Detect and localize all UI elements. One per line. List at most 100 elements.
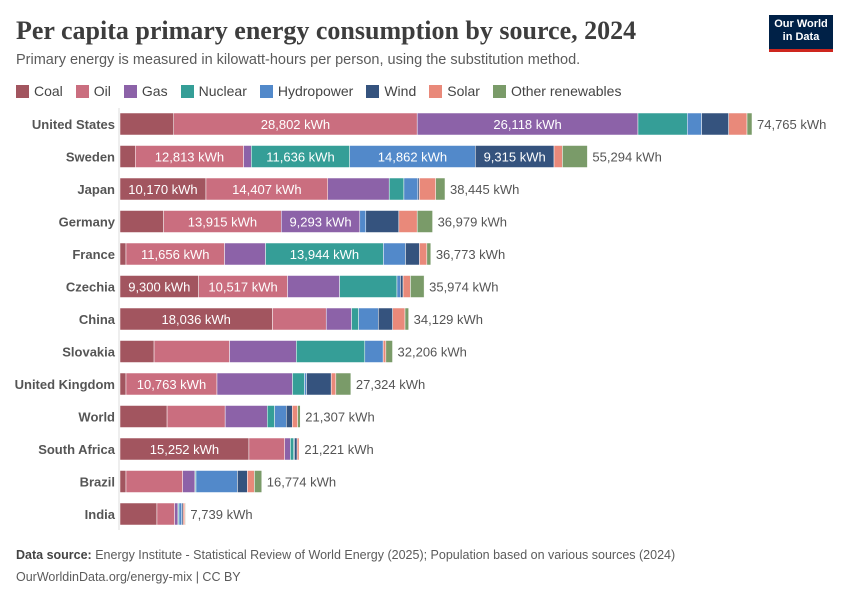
legend-item-wind[interactable]: Wind	[366, 83, 416, 99]
bar-segment	[166, 405, 226, 428]
bar-segment	[728, 112, 748, 136]
total-label: 36,979 kWh	[438, 215, 507, 230]
owid-logo[interactable]: Our World in Data	[769, 15, 833, 52]
bar-segment	[419, 177, 436, 201]
bar-segment	[119, 502, 158, 526]
legend: Coal Oil Gas Nuclear Hydropower Wind Solar Othe…	[16, 83, 621, 99]
legend-label: Gas	[141, 83, 168, 99]
legend-item-solar[interactable]: Solar	[429, 83, 480, 99]
bar-segment	[174, 502, 179, 526]
bar-segment	[272, 307, 327, 331]
legend-item-gas[interactable]: Gas	[123, 83, 168, 99]
bar-segment	[178, 502, 182, 526]
bar-segment	[224, 242, 266, 266]
bar-segment	[562, 145, 588, 168]
segment-label: 9,293 kWh	[289, 215, 351, 230]
bar-segment	[335, 372, 352, 396]
bar-segment	[306, 372, 332, 396]
total-label: 32,206 kWh	[398, 345, 467, 360]
total-label: 35,974 kWh	[429, 280, 498, 295]
bar-segment	[364, 340, 384, 363]
total-label: 55,294 kWh	[592, 150, 661, 165]
category-label: Sweden	[66, 150, 115, 165]
bar-segment	[416, 210, 433, 233]
legend-label: Wind	[384, 83, 417, 99]
footer-source: Data source: Energy Institute - Statisti…	[16, 548, 675, 562]
logo-line-1: Our World	[774, 18, 828, 30]
bar-segment	[287, 275, 340, 298]
segment-label: 28,802 kWh	[261, 117, 330, 132]
legend-label: Coal	[34, 83, 63, 99]
segment-label: 12,813 kWh	[155, 150, 224, 165]
source-text: Energy Institute - Statistical Review of…	[95, 548, 676, 562]
category-label: United Kingdom	[15, 377, 115, 392]
total-label: 36,773 kWh	[436, 247, 505, 262]
segment-label: 14,407 kWh	[232, 182, 301, 197]
legend-item-coal[interactable]: Coal	[16, 83, 63, 99]
bar-segment	[195, 470, 238, 493]
bar-segment	[224, 405, 268, 428]
bar-segment	[290, 437, 294, 461]
chart-title: Per capita primary energy consumption by…	[16, 16, 637, 45]
bar-segment	[358, 307, 379, 331]
bar-segment	[400, 275, 404, 298]
bar-segment	[153, 340, 230, 363]
bar-segment	[382, 340, 387, 363]
bar-segment	[365, 210, 400, 233]
bar-segment	[119, 210, 164, 233]
bar-segment	[248, 437, 285, 461]
bar-segment	[119, 470, 127, 493]
bar-segment	[292, 372, 305, 396]
legend-swatch	[16, 84, 29, 98]
segment-label: 10,170 kWh	[128, 182, 197, 197]
total-label: 16,774 kWh	[267, 475, 336, 490]
legend-label: Nuclear	[198, 83, 247, 99]
footer-url[interactable]: OurWorldinData.org/energy-mix | CC BY	[16, 570, 241, 584]
bar-segment	[184, 502, 186, 526]
bar-segment	[156, 502, 175, 526]
bar-segment	[359, 210, 367, 233]
bar-segment	[267, 405, 275, 428]
bar-segment	[435, 177, 446, 201]
bar-segment	[292, 405, 298, 428]
segment-label: 13,915 kWh	[188, 215, 257, 230]
bar-segment	[419, 242, 428, 266]
bar-segment	[229, 340, 297, 363]
legend-item-oil[interactable]: Oil	[75, 83, 111, 99]
bar-segment	[243, 145, 252, 168]
legend-label: Other renewables	[510, 83, 622, 99]
category-label: Brazil	[80, 475, 115, 490]
total-label: 74,765 kWh	[757, 117, 826, 132]
bar-segment	[553, 145, 563, 168]
bar-segment	[325, 307, 352, 331]
bar-segment	[404, 307, 409, 331]
legend-item-nuclear[interactable]: Nuclear	[180, 83, 247, 99]
legend-item-hydropower[interactable]: Hydropower	[259, 83, 353, 99]
source-label: Data source:	[16, 548, 92, 562]
bar-segment	[403, 177, 419, 201]
bar-segment	[304, 372, 307, 396]
legend-item-other-renewables[interactable]: Other renewables	[492, 83, 622, 99]
bar-segment	[398, 210, 418, 233]
category-label: China	[79, 312, 116, 327]
total-label: 21,307 kWh	[305, 410, 374, 425]
total-label: 21,221 kWh	[304, 442, 373, 457]
bar-segment	[119, 372, 127, 396]
category-label: World	[78, 410, 115, 425]
bar-segment	[247, 470, 255, 493]
bar-segment	[119, 145, 136, 168]
category-label: France	[72, 247, 115, 262]
bar-segment	[383, 242, 406, 266]
total-label: 27,324 kWh	[356, 377, 425, 392]
bar-chart: United States 28,802 kWh 26,118 kWh 74,765 …	[15, 108, 826, 530]
bar-segment	[119, 405, 168, 428]
bar-segment	[351, 307, 359, 331]
category-label: Czechia	[66, 280, 116, 295]
bar-segment	[182, 502, 186, 526]
total-label: 34,129 kWh	[414, 312, 483, 327]
segment-label: 18,036 kWh	[162, 312, 231, 327]
total-label: 7,739 kWh	[190, 507, 252, 522]
category-label: India	[85, 507, 116, 522]
bar-segment	[746, 112, 753, 136]
